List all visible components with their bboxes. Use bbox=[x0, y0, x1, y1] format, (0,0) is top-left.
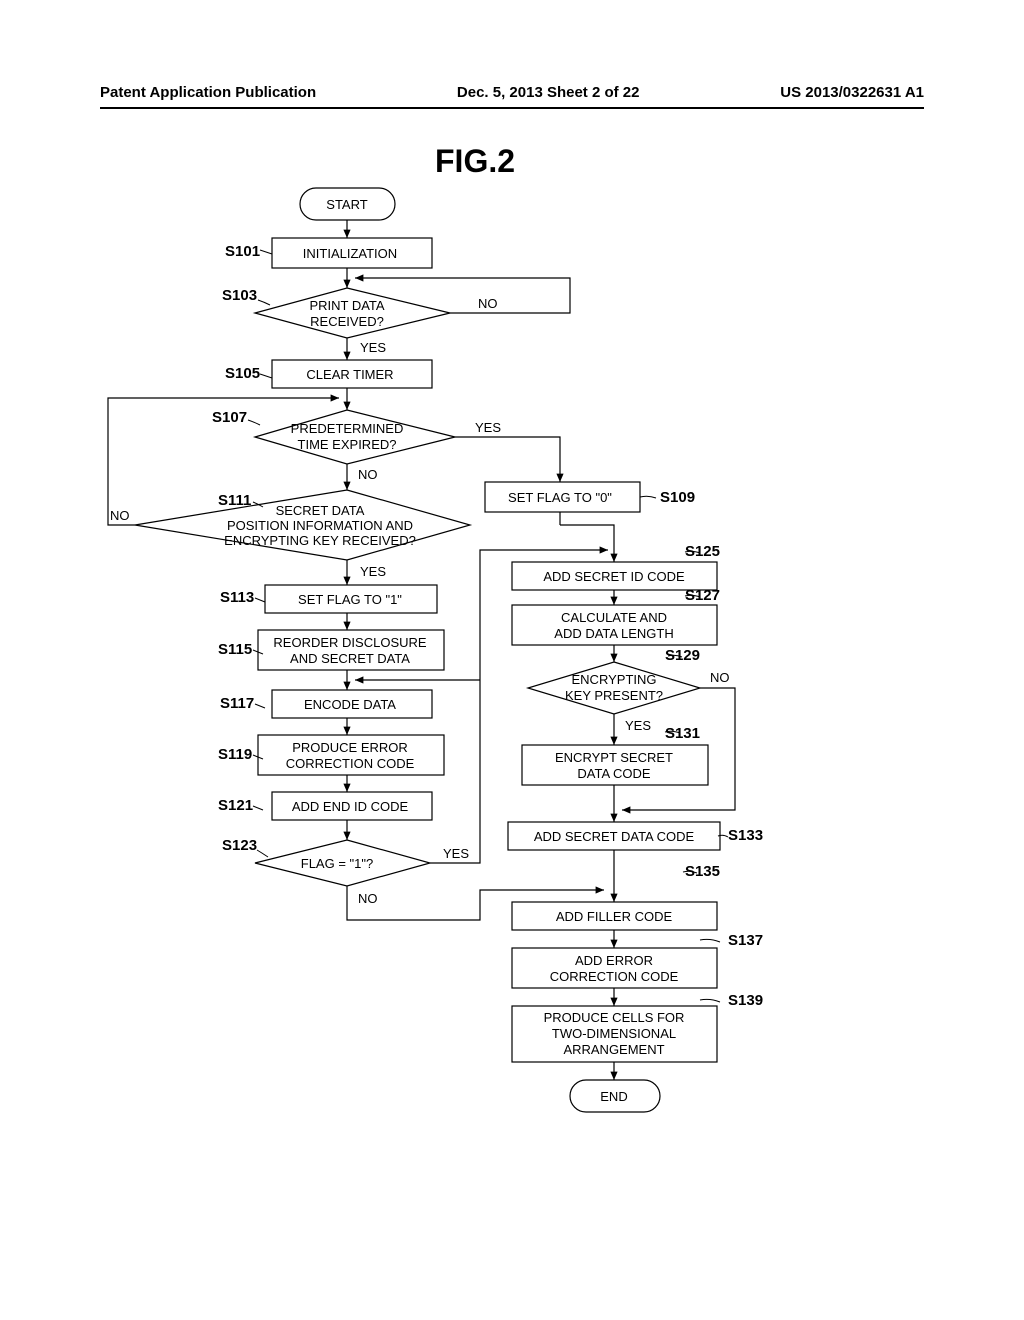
svg-text:AND SECRET DATA: AND SECRET DATA bbox=[290, 651, 410, 666]
header-left: Patent Application Publication bbox=[100, 84, 316, 101]
svg-text:REORDER DISCLOSURE: REORDER DISCLOSURE bbox=[273, 635, 426, 650]
s123-no-label: NO bbox=[358, 891, 378, 906]
svg-text:S107: S107 bbox=[212, 409, 247, 426]
header-center: Dec. 5, 2013 Sheet 2 of 22 bbox=[457, 84, 640, 101]
svg-text:S121: S121 bbox=[218, 797, 253, 814]
svg-text:RECEIVED?: RECEIVED? bbox=[310, 314, 384, 329]
svg-text:DATA CODE: DATA CODE bbox=[577, 766, 651, 781]
s137-node: ADD ERROR CORRECTION CODE S137 bbox=[512, 932, 763, 988]
svg-text:KEY PRESENT?: KEY PRESENT? bbox=[565, 688, 663, 703]
s107-node: PREDETERMINED TIME EXPIRED? S107 bbox=[212, 409, 455, 464]
svg-text:TWO-DIMENSIONAL: TWO-DIMENSIONAL bbox=[552, 1026, 676, 1041]
flowchart-container: FIG.2 START INITIALIZATION S101 PRINT DA… bbox=[0, 130, 1024, 1280]
s111-yes-label: YES bbox=[360, 564, 386, 579]
svg-text:ADD SECRET ID CODE: ADD SECRET ID CODE bbox=[543, 569, 685, 584]
svg-text:SECRET DATA: SECRET DATA bbox=[276, 503, 365, 518]
svg-text:ADD ERROR: ADD ERROR bbox=[575, 953, 653, 968]
s111-no-label: NO bbox=[110, 508, 130, 523]
s127-node: CALCULATE AND ADD DATA LENGTH S127 bbox=[512, 587, 720, 645]
svg-text:CORRECTION CODE: CORRECTION CODE bbox=[286, 756, 415, 771]
svg-text:ENCRYPT SECRET: ENCRYPT SECRET bbox=[555, 750, 673, 765]
s103-yes-label: YES bbox=[360, 340, 386, 355]
svg-text:INITIALIZATION: INITIALIZATION bbox=[303, 246, 397, 261]
flowchart-svg: FIG.2 START INITIALIZATION S101 PRINT DA… bbox=[0, 130, 1024, 1280]
patent-header: Patent Application Publication Dec. 5, 2… bbox=[100, 84, 924, 109]
svg-text:FLAG = "1"?: FLAG = "1"? bbox=[301, 856, 373, 871]
s113-node: SET FLAG TO "1" S113 bbox=[220, 585, 437, 613]
s119-node: PRODUCE ERROR CORRECTION CODE S119 bbox=[218, 735, 444, 775]
svg-text:S113: S113 bbox=[220, 589, 254, 606]
svg-text:S139: S139 bbox=[728, 992, 763, 1009]
svg-text:S115: S115 bbox=[218, 641, 252, 658]
svg-text:ENCRYPTING: ENCRYPTING bbox=[572, 672, 657, 687]
s129-no-label: NO bbox=[710, 670, 730, 685]
svg-text:S131: S131 bbox=[665, 725, 700, 742]
svg-text:CALCULATE AND: CALCULATE AND bbox=[561, 610, 667, 625]
s103-node: PRINT DATA RECEIVED? S103 bbox=[222, 287, 450, 338]
svg-text:PRINT DATA: PRINT DATA bbox=[309, 298, 384, 313]
svg-text:PREDETERMINED: PREDETERMINED bbox=[291, 421, 404, 436]
svg-text:ADD FILLER CODE: ADD FILLER CODE bbox=[556, 909, 673, 924]
s115-node: REORDER DISCLOSURE AND SECRET DATA S115 bbox=[218, 630, 444, 670]
svg-text:SET FLAG TO "0": SET FLAG TO "0" bbox=[508, 490, 612, 505]
svg-text:S109: S109 bbox=[660, 489, 695, 506]
s117-node: ENCODE DATA S117 bbox=[220, 690, 432, 718]
svg-text:ADD DATA LENGTH: ADD DATA LENGTH bbox=[554, 626, 673, 641]
s103-no-label: NO bbox=[478, 296, 498, 311]
svg-text:ENCODE DATA: ENCODE DATA bbox=[304, 697, 396, 712]
svg-text:S117: S117 bbox=[220, 695, 254, 712]
end-node: END bbox=[570, 1080, 660, 1112]
s133-node: ADD SECRET DATA CODE S133 bbox=[508, 822, 763, 850]
svg-text:ADD SECRET DATA CODE: ADD SECRET DATA CODE bbox=[534, 829, 695, 844]
s107-no-label: NO bbox=[358, 467, 378, 482]
svg-text:END: END bbox=[600, 1089, 627, 1104]
s135-node: ADD FILLER CODE S135 bbox=[512, 863, 720, 930]
svg-text:S137: S137 bbox=[728, 932, 763, 949]
svg-text:POSITION INFORMATION AND: POSITION INFORMATION AND bbox=[227, 518, 413, 533]
s111-node: SECRET DATA POSITION INFORMATION AND ENC… bbox=[135, 490, 470, 560]
svg-text:S119: S119 bbox=[218, 746, 252, 763]
s129-yes-label: YES bbox=[625, 718, 651, 733]
svg-text:S103: S103 bbox=[222, 287, 257, 304]
svg-text:SET FLAG TO "1": SET FLAG TO "1" bbox=[298, 592, 402, 607]
svg-text:S105: S105 bbox=[225, 365, 260, 382]
s109-node: SET FLAG TO "0" S109 bbox=[485, 482, 695, 512]
s123-node: FLAG = "1"? S123 bbox=[222, 837, 430, 886]
svg-text:S101: S101 bbox=[225, 243, 260, 260]
start-node: START bbox=[300, 188, 395, 220]
s105-node: CLEAR TIMER S105 bbox=[225, 360, 432, 388]
figure-title: FIG.2 bbox=[435, 143, 515, 179]
svg-text:ENCRYPTING KEY RECEIVED?: ENCRYPTING KEY RECEIVED? bbox=[224, 533, 416, 548]
svg-text:CORRECTION CODE: CORRECTION CODE bbox=[550, 969, 679, 984]
s131-node: ENCRYPT SECRET DATA CODE S131 bbox=[522, 725, 708, 785]
svg-text:S111: S111 bbox=[218, 492, 251, 509]
s101-node: INITIALIZATION S101 bbox=[225, 238, 432, 268]
page: Patent Application Publication Dec. 5, 2… bbox=[0, 0, 1024, 1320]
svg-text:PRODUCE ERROR: PRODUCE ERROR bbox=[292, 740, 408, 755]
s107-yes-label: YES bbox=[475, 420, 501, 435]
svg-text:ARRANGEMENT: ARRANGEMENT bbox=[563, 1042, 664, 1057]
svg-text:TIME EXPIRED?: TIME EXPIRED? bbox=[298, 437, 397, 452]
svg-text:CLEAR TIMER: CLEAR TIMER bbox=[306, 367, 393, 382]
s123-yes-label: YES bbox=[443, 846, 469, 861]
svg-text:S123: S123 bbox=[222, 837, 257, 854]
svg-text:ADD END ID CODE: ADD END ID CODE bbox=[292, 799, 409, 814]
header-right: US 2013/0322631 A1 bbox=[780, 84, 924, 101]
s139-node: PRODUCE CELLS FOR TWO-DIMENSIONAL ARRANG… bbox=[512, 992, 763, 1062]
svg-text:PRODUCE CELLS FOR: PRODUCE CELLS FOR bbox=[544, 1010, 685, 1025]
svg-text:S133: S133 bbox=[728, 827, 763, 844]
svg-text:START: START bbox=[326, 197, 367, 212]
s121-node: ADD END ID CODE S121 bbox=[218, 792, 432, 820]
